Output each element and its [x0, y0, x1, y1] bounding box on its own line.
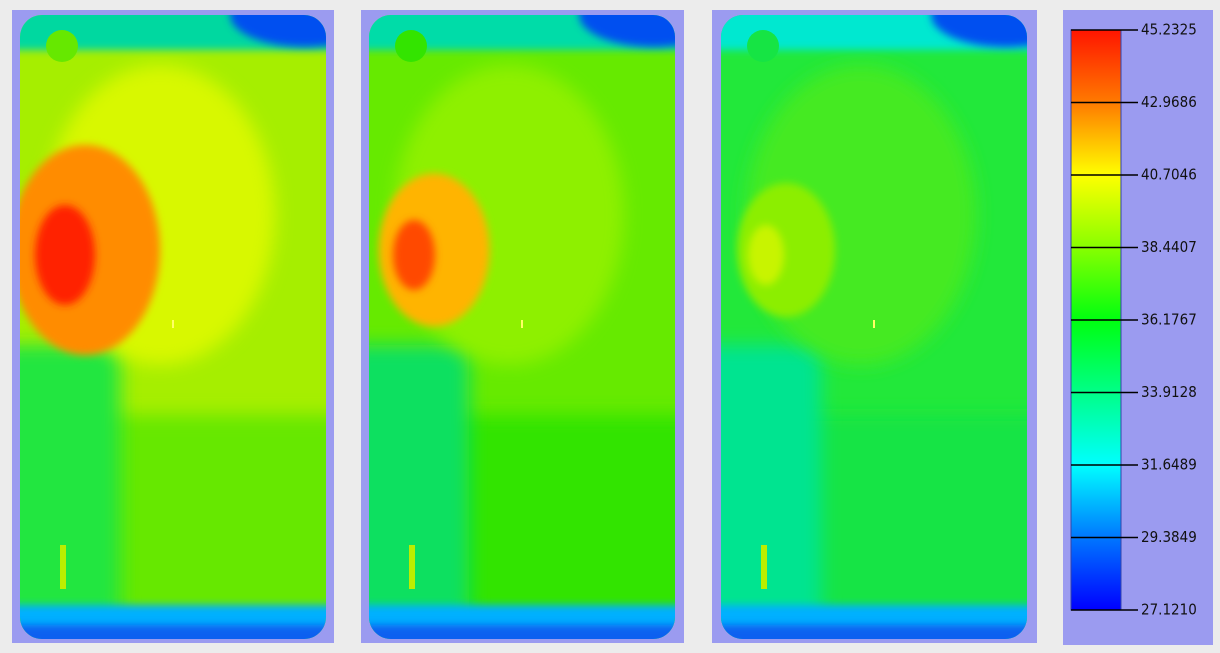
bottom-edge-deep [20, 625, 326, 639]
bottom-edge-deep [369, 625, 675, 639]
phone-heatmap [20, 15, 326, 639]
hot-core [35, 205, 95, 305]
tick-label: 33.9128 [1141, 383, 1197, 401]
tick-label: 45.2325 [1141, 21, 1197, 39]
phone-heatmap [369, 15, 675, 639]
tick-label: 29.3849 [1141, 528, 1197, 546]
tick-label: 40.7046 [1141, 166, 1197, 184]
phone-heatmap [721, 15, 1027, 639]
probe [873, 320, 875, 328]
camera [395, 30, 427, 62]
top-corner [931, 15, 1027, 47]
left-region [369, 345, 469, 635]
bottom-edge-deep [721, 625, 1027, 639]
colorbar-ticks: 45.2325 42.9686 40.7046 38.4407 36.1767 33.91… [1071, 21, 1197, 619]
camera [46, 30, 78, 62]
left-region [20, 345, 120, 635]
tick-label: 42.9686 [1141, 93, 1197, 111]
hot-core [393, 220, 435, 290]
top-corner [230, 15, 326, 47]
tick-label: 38.4407 [1141, 238, 1197, 256]
tick-label: 36.1767 [1141, 311, 1197, 329]
camera [747, 30, 779, 62]
hot-core [748, 225, 784, 285]
probe [172, 320, 174, 328]
tick-label: 27.1210 [1141, 601, 1197, 619]
tick-label: 31.6489 [1141, 455, 1197, 473]
marker [60, 545, 66, 589]
marker [409, 545, 415, 589]
left-region [721, 345, 821, 635]
top-corner [579, 15, 675, 47]
probe [521, 320, 523, 328]
marker [761, 545, 767, 589]
